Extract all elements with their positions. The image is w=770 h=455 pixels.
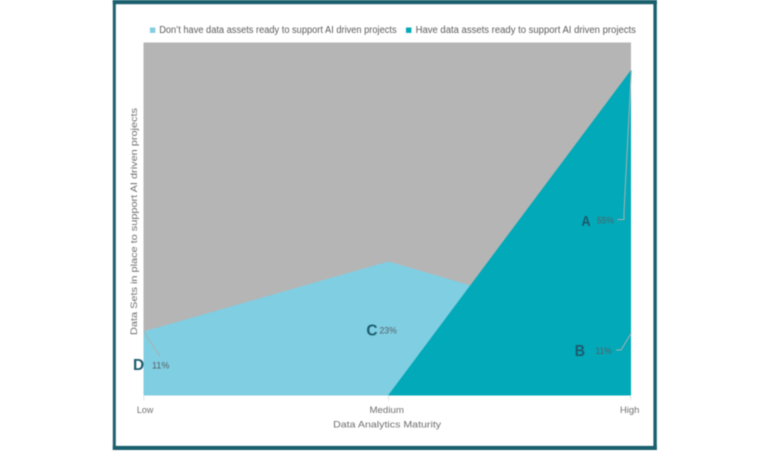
svg-text:Data Sets in place to support: Data Sets in place to support AI driven … xyxy=(129,108,140,335)
svg-text:11%: 11% xyxy=(152,360,170,371)
svg-text:Don’t have data assets ready t: Don’t have data assets ready to support … xyxy=(159,25,396,36)
svg-text:Medium: Medium xyxy=(370,405,404,416)
svg-text:Low: Low xyxy=(137,405,153,416)
svg-text:D: D xyxy=(133,357,144,374)
svg-text:Have data assets ready to supp: Have data assets ready to support AI dri… xyxy=(416,25,636,36)
svg-text:B: B xyxy=(575,343,585,360)
svg-text:55%: 55% xyxy=(597,215,614,226)
svg-text:High: High xyxy=(620,405,639,416)
svg-text:Data Analytics Maturity: Data Analytics Maturity xyxy=(333,420,441,431)
svg-text:11%: 11% xyxy=(596,346,613,357)
svg-text:23%: 23% xyxy=(380,326,398,337)
svg-text:C: C xyxy=(366,322,377,339)
svg-text:A: A xyxy=(581,214,591,230)
